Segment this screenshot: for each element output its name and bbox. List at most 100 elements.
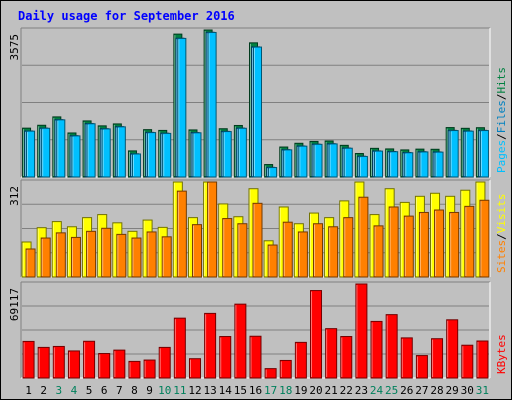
bar-sites-day-15 (237, 223, 248, 278)
bar-kbytes-day-7 (113, 349, 126, 379)
bar-kbytes-day-25 (385, 314, 398, 379)
x-tick-label-day-1: 1 (25, 384, 32, 397)
bar-pages-day-13 (207, 31, 217, 178)
legend-visits: Sites/Visits (495, 194, 508, 274)
bar-kbytes-day-23 (355, 283, 368, 379)
x-tick-label-day-23: 23 (355, 384, 368, 397)
bar-pages-day-14 (222, 131, 232, 178)
bar-sites-day-28 (434, 209, 445, 278)
bar-pages-day-6 (101, 128, 111, 178)
bar-kbytes-day-9 (143, 359, 156, 379)
x-tick-label-day-7: 7 (116, 384, 123, 397)
bar-sites-day-26 (403, 215, 414, 278)
series-sites (25, 181, 490, 278)
bar-kbytes-day-12 (188, 358, 201, 379)
bar-kbytes-day-14 (219, 336, 232, 379)
legend-entry: Hits (495, 67, 508, 94)
legend-entry: Files (495, 100, 508, 133)
legend-entry: Sites (495, 240, 508, 273)
bar-pages-day-21 (328, 143, 338, 178)
bar-kbytes-day-10 (158, 346, 171, 379)
x-tick-label-day-4: 4 (71, 384, 78, 397)
bar-sites-day-14 (222, 218, 233, 278)
bar-sites-day-21 (328, 226, 339, 278)
bar-sites-day-16 (252, 202, 263, 278)
bar-pages-day-16 (253, 46, 262, 178)
bar-sites-day-2 (40, 237, 51, 278)
bar-kbytes-day-1 (22, 340, 35, 379)
x-tick-label-day-11: 11 (173, 384, 186, 397)
legend-entry: / (495, 94, 508, 101)
x-tick-label-day-10: 10 (158, 384, 171, 397)
bar-kbytes-day-6 (98, 353, 111, 379)
bar-sites-day-5 (86, 230, 97, 278)
bar-sites-day-10 (161, 236, 172, 278)
bar-sites-day-7 (116, 233, 127, 278)
bar-pages-day-5 (86, 123, 96, 178)
bar-pages-day-24 (374, 150, 384, 178)
x-tick-label-day-2: 2 (40, 384, 47, 397)
bar-pages-day-4 (71, 135, 81, 178)
bar-sites-day-19 (297, 231, 308, 278)
bar-kbytes-day-22 (340, 336, 353, 379)
bar-kbytes-day-11 (173, 317, 186, 379)
series-pages (26, 31, 489, 178)
chart-title: Daily usage for September 2016 (18, 9, 235, 23)
bar-kbytes-day-5 (83, 340, 96, 379)
bar-kbytes-day-8 (128, 360, 141, 379)
chart-panels: 3575Pages/Files/Hits312Sites/Visits69117… (8, 27, 508, 379)
x-tick-label-day-17: 17 (264, 384, 277, 397)
x-tick-label-day-20: 20 (309, 384, 322, 397)
bar-sites-day-6 (101, 227, 112, 278)
bar-kbytes-day-27 (415, 355, 428, 379)
bar-pages-day-10 (162, 132, 172, 178)
x-tick-label-day-22: 22 (340, 384, 353, 397)
y-max-label-visits: 312 (8, 186, 21, 206)
x-tick-label-day-26: 26 (400, 384, 413, 397)
x-tick-label-day-18: 18 (279, 384, 292, 397)
bar-kbytes-day-3 (52, 345, 65, 379)
x-tick-label-day-16: 16 (249, 384, 262, 397)
bar-sites-day-13 (207, 181, 218, 278)
legend-entry: KBytes (495, 334, 508, 374)
bar-pages-day-11 (177, 37, 187, 178)
x-tick-label-day-15: 15 (234, 384, 247, 397)
bar-pages-day-18 (283, 149, 293, 178)
x-tick-label-day-28: 28 (430, 384, 443, 397)
bar-kbytes-day-24 (370, 320, 383, 379)
bar-pages-day-12 (192, 132, 202, 178)
bar-sites-day-30 (464, 205, 475, 278)
bar-sites-day-11 (176, 190, 187, 278)
bar-sites-day-23 (358, 196, 369, 278)
x-tick-label-day-3: 3 (56, 384, 63, 397)
bar-kbytes-day-19 (294, 341, 307, 379)
bar-kbytes-day-26 (400, 337, 413, 379)
bar-kbytes-day-15 (234, 303, 247, 379)
bar-pages-day-20 (313, 143, 323, 178)
bar-kbytes-day-13 (204, 312, 217, 379)
bar-pages-day-7 (116, 126, 126, 178)
y-max-label-kbytes: 69117 (8, 288, 21, 321)
x-tick-label-day-27: 27 (415, 384, 428, 397)
bar-kbytes-day-28 (431, 338, 444, 379)
series-kbytes (22, 283, 489, 379)
bar-sites-day-25 (388, 206, 399, 278)
bar-pages-day-30 (464, 130, 474, 178)
x-tick-label-day-29: 29 (446, 384, 459, 397)
bar-sites-day-20 (313, 223, 324, 278)
bar-sites-day-31 (479, 199, 490, 278)
panel-kbytes: 69117 KBytes (8, 281, 508, 379)
x-tick-label-day-13: 13 (203, 384, 216, 397)
bar-sites-day-17 (267, 244, 278, 278)
bar-pages-day-25 (389, 151, 399, 178)
bar-kbytes-day-29 (446, 319, 459, 379)
bar-pages-day-27 (419, 151, 429, 178)
bar-sites-day-9 (146, 231, 157, 278)
bar-sites-day-24 (373, 225, 384, 278)
bar-pages-day-31 (479, 130, 489, 178)
bar-kbytes-day-18 (279, 359, 292, 379)
bar-pages-day-9 (147, 132, 157, 178)
bar-pages-day-23 (358, 155, 368, 178)
bar-pages-day-17 (268, 167, 278, 178)
